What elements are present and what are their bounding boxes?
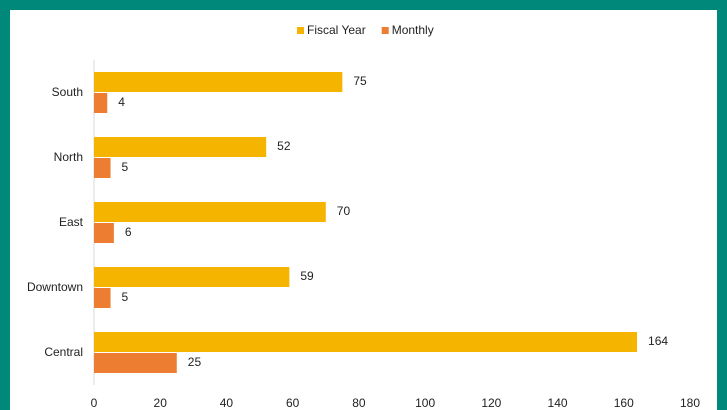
value-label: 4 [118, 95, 125, 109]
legend-label: Monthly [392, 23, 434, 37]
y-tick-label: North [54, 150, 83, 164]
bar [94, 223, 114, 243]
bar [94, 202, 326, 222]
legend-swatch [381, 27, 389, 34]
value-label: 25 [188, 355, 202, 369]
y-tick-label: Central [44, 345, 83, 359]
x-tick-label: 160 [614, 396, 634, 410]
value-label: 6 [125, 225, 132, 239]
value-label: 5 [122, 290, 129, 304]
bar [94, 288, 111, 308]
x-tick-label: 0 [91, 396, 98, 410]
value-label: 75 [353, 74, 367, 88]
x-tick-label: 180 [680, 396, 700, 410]
bar [94, 332, 638, 352]
value-label: 70 [337, 204, 351, 218]
value-label: 5 [122, 160, 129, 174]
bar [94, 93, 108, 113]
x-tick-label: 100 [415, 396, 435, 410]
x-tick-label: 60 [286, 396, 300, 410]
bar [94, 72, 343, 92]
bar [94, 353, 177, 373]
x-tick-label: 140 [548, 396, 568, 410]
y-tick-label: Downtown [27, 280, 83, 294]
bar [94, 137, 267, 157]
legend-swatch [297, 27, 304, 34]
legend-label: Fiscal Year [307, 23, 366, 37]
x-tick-label: 40 [220, 396, 234, 410]
value-label: 52 [277, 139, 291, 153]
value-label: 59 [300, 269, 314, 283]
bar [94, 267, 290, 287]
y-tick-label: East [59, 215, 84, 229]
value-label: 164 [648, 334, 668, 348]
bar [94, 158, 111, 178]
x-tick-label: 120 [481, 396, 501, 410]
x-tick-label: 80 [352, 396, 366, 410]
y-tick-label: South [52, 85, 83, 99]
x-tick-label: 20 [154, 396, 168, 410]
